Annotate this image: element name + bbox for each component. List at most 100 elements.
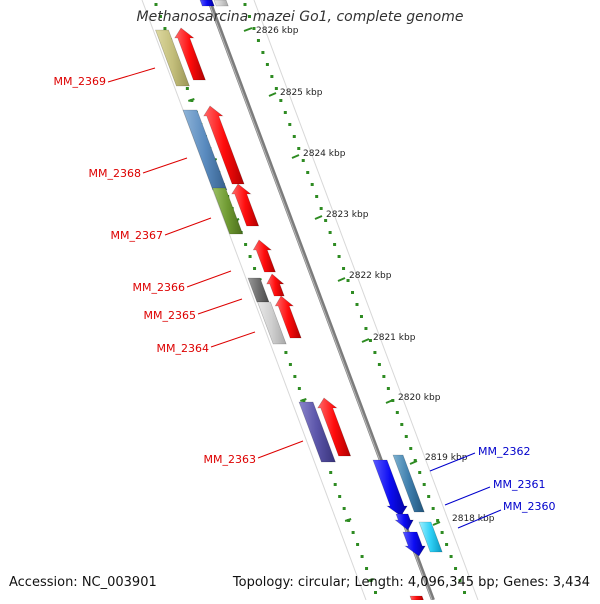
tick-dash: [300, 398, 307, 402]
tick-dot: [364, 327, 368, 330]
gene-mm2362-a[interactable]: [372, 459, 408, 517]
gene-bottom-red[interactable]: [409, 595, 424, 601]
gene-mm2368-b[interactable]: [203, 105, 245, 185]
kbp-tick-2818: 2818 kbp: [432, 514, 495, 526]
svg-text:MM_2363: MM_2363: [204, 453, 256, 466]
gene-mm2360-a[interactable]: [402, 531, 426, 557]
tick-dot: [333, 483, 337, 486]
tick-dot: [283, 111, 287, 114]
tick-dot: [158, 15, 162, 18]
gene-label-mm2363[interactable]: MM_2363: [204, 440, 304, 466]
tick-dot: [365, 567, 369, 570]
tick-dot: [355, 303, 359, 306]
gene-mm2367-b[interactable]: [231, 183, 260, 227]
tick-dot: [315, 195, 319, 198]
gene-label-mm2365[interactable]: MM_2365: [144, 298, 243, 322]
tick-dot: [360, 555, 364, 558]
tick-dot: [154, 3, 158, 6]
tick-dot: [293, 375, 297, 378]
tick-dot: [310, 183, 314, 186]
tick-dot: [445, 543, 449, 546]
gene-mm2368-a[interactable]: [182, 109, 228, 191]
gene-mm2365-b[interactable]: [266, 273, 285, 297]
gene-label-mm2364[interactable]: MM_2364: [157, 331, 256, 355]
tick-dot: [244, 243, 248, 246]
gene-mm2364-a[interactable]: [257, 301, 287, 345]
kbp-tick-2822: 2822 kbp: [337, 271, 392, 282]
kbp-tick-2821: 2821 kbp: [361, 333, 416, 343]
kbp-label-2818: 2818 kbp: [452, 514, 495, 524]
kbp-scale: 2826 kbp 2825 kbp 2824 kbp 2823 kbp 2822…: [243, 26, 495, 526]
kbp-label-2826: 2826 kbp: [256, 26, 299, 36]
tick-dot: [297, 147, 301, 150]
tick-dot: [413, 459, 417, 462]
tick-dot: [288, 363, 292, 366]
svg-text:MM_2368: MM_2368: [89, 167, 141, 180]
gene-mm2362-b[interactable]: [392, 454, 425, 513]
gene-mm2366[interactable]: [252, 239, 276, 273]
svg-text:MM_2360: MM_2360: [503, 500, 555, 513]
tick-dot: [395, 411, 399, 414]
tick-dot: [382, 375, 386, 378]
gene-label-mm2369[interactable]: MM_2369: [54, 67, 156, 88]
tick-dot: [329, 471, 333, 474]
gene-label-mm2367[interactable]: MM_2367: [111, 217, 212, 242]
tick-dot: [279, 99, 283, 102]
tick-dot: [409, 447, 413, 450]
tick-dot: [346, 279, 350, 282]
accession-text: Accession: NC_003901: [9, 575, 157, 590]
tick-dot: [328, 231, 332, 234]
gene-label-mm2368[interactable]: MM_2368: [89, 157, 188, 180]
tick-dot: [400, 423, 404, 426]
gene-label-mm2366[interactable]: MM_2366: [133, 270, 232, 294]
tick-dash: [344, 518, 352, 522]
tick-dot: [427, 495, 431, 498]
gene-mm2364-b[interactable]: [274, 295, 302, 339]
gene-mm2365-a[interactable]: [247, 277, 270, 303]
tick-dot: [338, 495, 342, 498]
gene-label-mm2360[interactable]: MM_2360: [457, 500, 555, 529]
tick-dot: [253, 267, 257, 270]
tick-dot: [373, 351, 377, 354]
svg-text:MM_2366: MM_2366: [133, 281, 185, 294]
gene-label-mm2362[interactable]: MM_2362: [429, 445, 530, 472]
tick-dot: [270, 75, 274, 78]
gene-mm2369-b[interactable]: [174, 27, 206, 81]
gene-mm2367-a[interactable]: [212, 187, 244, 235]
tick-dot: [449, 555, 453, 558]
kbp-label-2825: 2825 kbp: [280, 88, 323, 98]
tick-dot: [436, 519, 440, 522]
tick-dot: [252, 27, 256, 30]
tick-dot: [333, 243, 337, 246]
tick-dot: [454, 567, 458, 570]
tick-dot: [359, 315, 363, 318]
gene-label-mm2361[interactable]: MM_2361: [444, 478, 545, 506]
gene-mm2363-b[interactable]: [317, 397, 352, 457]
tick-dot: [324, 219, 328, 222]
tick-dot: [386, 387, 390, 390]
kbp-label-2819: 2819 kbp: [425, 453, 468, 463]
tick-dot: [377, 363, 381, 366]
tick-dot: [256, 39, 260, 42]
svg-text:MM_2365: MM_2365: [144, 309, 196, 322]
svg-text:MM_2367: MM_2367: [111, 229, 163, 242]
tick-dash: [367, 578, 374, 582]
tick-dot: [342, 507, 346, 510]
gene-mm2363-a[interactable]: [298, 401, 336, 463]
tick-dots-right: [243, 3, 467, 594]
outer-band-edge-right: [253, 0, 479, 601]
gene-mm2361[interactable]: [394, 513, 414, 531]
tick-dot: [440, 531, 444, 534]
gene-mm2360-b[interactable]: [418, 521, 443, 553]
kbp-label-2822: 2822 kbp: [349, 271, 392, 281]
gene-top-gray[interactable]: [213, 0, 229, 7]
tick-dot: [368, 339, 372, 342]
kbp-tick-2820: 2820 kbp: [385, 393, 441, 404]
gene-top-blue[interactable]: [199, 0, 215, 7]
tick-dot: [458, 579, 462, 582]
tick-dot: [342, 267, 346, 270]
tick-dot: [274, 87, 278, 90]
gene-mm2369-a[interactable]: [155, 29, 190, 87]
kbp-label-2820: 2820 kbp: [398, 393, 441, 403]
